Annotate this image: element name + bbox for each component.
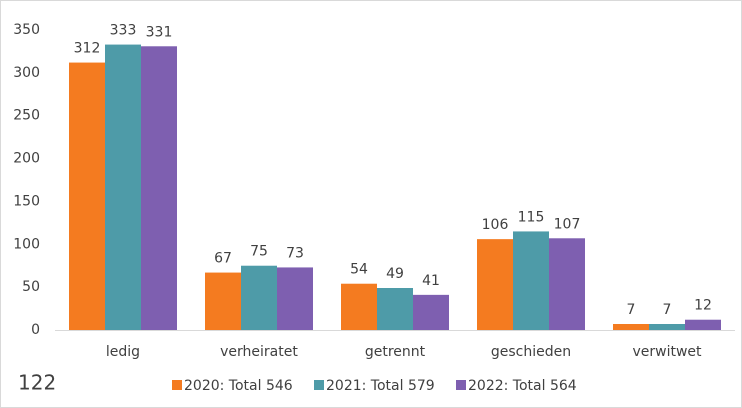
legend-swatch — [456, 380, 466, 390]
data-label: 7 — [663, 302, 672, 318]
data-label: 67 — [214, 251, 232, 267]
data-label: 115 — [518, 209, 545, 225]
data-label: 75 — [250, 244, 268, 260]
y-tick-label: 300 — [13, 65, 40, 81]
y-tick-label: 150 — [13, 193, 40, 209]
x-tick-label: geschieden — [491, 344, 571, 360]
bar — [649, 324, 685, 330]
y-tick-label: 50 — [22, 279, 40, 295]
x-tick-label: ledig — [106, 344, 140, 360]
bar — [377, 288, 413, 330]
bar — [413, 294, 449, 330]
bar — [69, 62, 105, 330]
legend-label: 2022: Total 564 — [468, 378, 577, 394]
data-label: 12 — [694, 298, 712, 314]
page-number: 122 — [18, 371, 56, 395]
bar — [241, 265, 277, 330]
data-label: 73 — [286, 245, 304, 261]
legend-label: 2021: Total 579 — [326, 378, 435, 394]
legend-label: 2020: Total 546 — [184, 378, 293, 394]
y-tick-label: 100 — [13, 236, 40, 252]
y-tick-label: 250 — [13, 108, 40, 124]
legend-swatch — [314, 380, 324, 390]
data-label: 7 — [627, 302, 636, 318]
data-label: 331 — [146, 24, 173, 40]
bar — [205, 272, 241, 330]
data-label: 49 — [386, 266, 404, 282]
bar — [141, 46, 177, 331]
bar — [477, 239, 513, 330]
bar — [341, 283, 377, 330]
legend-swatch — [172, 380, 182, 390]
bar — [549, 238, 585, 330]
data-label: 54 — [350, 262, 368, 278]
x-tick-label: verheiratet — [220, 344, 298, 360]
data-label: 312 — [74, 41, 101, 57]
data-label: 107 — [554, 216, 581, 232]
bar — [685, 319, 721, 330]
y-tick-label: 0 — [31, 322, 40, 338]
data-label: 41 — [422, 273, 440, 289]
data-label: 333 — [110, 23, 137, 39]
bar — [613, 324, 649, 330]
bar — [105, 44, 141, 330]
bar — [277, 267, 313, 330]
x-tick-label: verwitwet — [632, 344, 702, 360]
y-tick-label: 350 — [13, 22, 40, 38]
y-tick-label: 200 — [13, 151, 40, 167]
bar — [513, 231, 549, 330]
data-label: 106 — [482, 217, 509, 233]
x-tick-label: getrennt — [365, 344, 426, 360]
